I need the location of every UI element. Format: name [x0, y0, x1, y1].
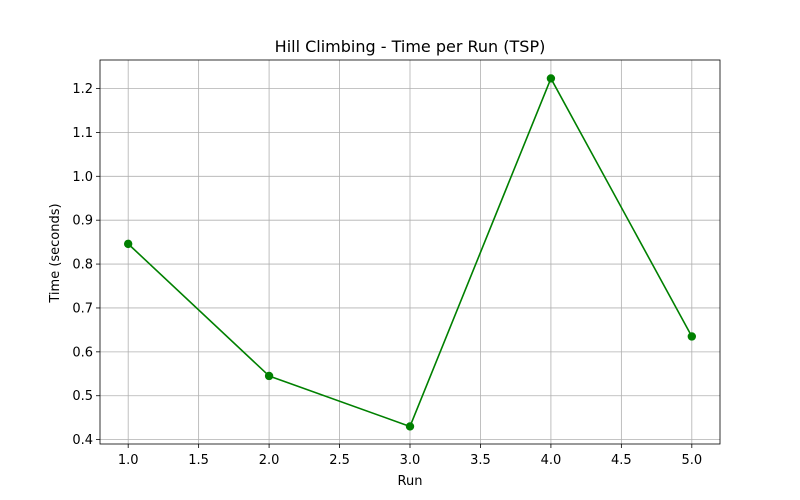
- grid-lines: [100, 60, 720, 444]
- x-tick-label: 1.0: [118, 453, 139, 468]
- x-axis-label: Run: [398, 474, 423, 489]
- chart-title: Hill Climbing - Time per Run (TSP): [275, 37, 546, 56]
- y-tick-label: 0.8: [72, 258, 93, 273]
- data-point: [546, 74, 556, 83]
- y-tick-label: 0.4: [72, 433, 93, 448]
- x-tick-label: 3.5: [470, 453, 491, 468]
- y-tick-label: 0.7: [72, 301, 93, 316]
- x-tick-label: 5.0: [681, 453, 702, 468]
- x-tick-label: 4.5: [611, 453, 632, 468]
- x-tick-label: 4.0: [541, 453, 562, 468]
- y-tick-label: 0.6: [72, 345, 93, 360]
- y-tick-label: 0.5: [72, 389, 93, 404]
- x-tick-label: 1.5: [188, 453, 209, 468]
- data-point: [123, 239, 133, 249]
- y-axis-label: Time (seconds): [48, 203, 63, 303]
- x-tick-label: 2.0: [259, 453, 280, 468]
- series-layer: [123, 74, 697, 431]
- data-point: [687, 332, 697, 341]
- y-tick-label: 1.0: [72, 170, 93, 185]
- data-point: [264, 371, 274, 381]
- y-tick-label: 1.2: [72, 82, 93, 97]
- tick-layer: 1.0 1.5 2.0 2.5 3.0 3.5 4.0 4.5 5.0 0.4 0.5 0.6 0.7 0…: [72, 82, 702, 468]
- x-tick-label: 3.0: [400, 453, 421, 468]
- y-tick-label: 0.9: [72, 214, 93, 229]
- y-tick-label: 1.1: [72, 126, 93, 141]
- x-tick-label: 2.5: [329, 453, 350, 468]
- data-point: [405, 422, 415, 431]
